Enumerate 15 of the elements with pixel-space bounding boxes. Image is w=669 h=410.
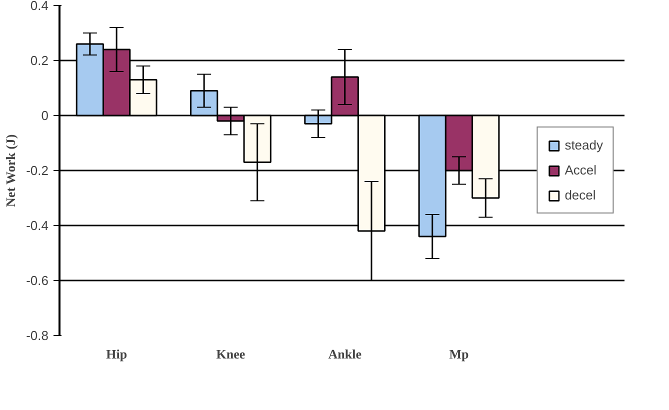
y-tick-label: 0.4 [30, 0, 49, 13]
x-tick-label: Ankle [328, 346, 362, 362]
x-tick-label: Knee [216, 346, 246, 362]
y-tick-label: -0.4 [26, 218, 49, 233]
x-tick-label: Hip [106, 346, 128, 362]
y-tick-label: -0.6 [26, 273, 49, 288]
x-tick-label: Mp [449, 346, 469, 362]
y-tick-label: -0.2 [26, 163, 49, 178]
y-tick-label: 0 [41, 108, 49, 123]
legend-label: decel [564, 188, 596, 202]
y-tick-label: 0.2 [30, 53, 49, 68]
y-tick-label: -0.8 [26, 328, 49, 343]
legend-label: Accel [564, 162, 596, 178]
legend-label: steady [564, 138, 603, 152]
y-axis-title: Net Work (J) [3, 134, 18, 207]
